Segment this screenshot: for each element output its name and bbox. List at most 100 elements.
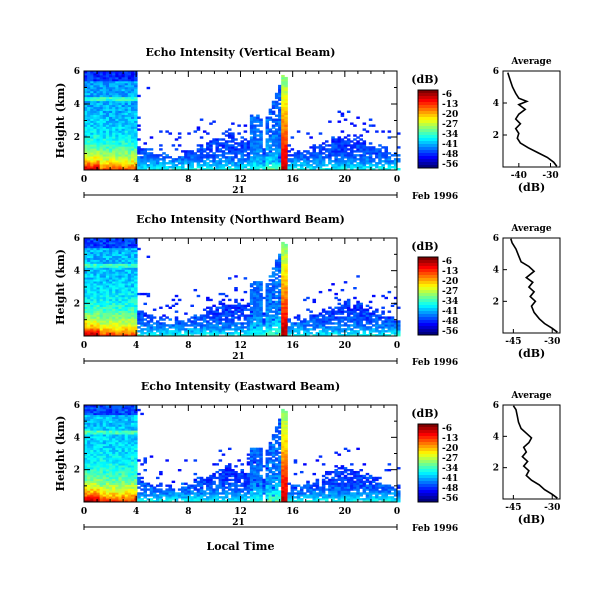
heatmap-cell <box>312 162 317 165</box>
colorbar-tick-label: -20 <box>442 277 458 287</box>
heatmap-cell <box>134 100 138 104</box>
heatmap-cell <box>397 168 401 171</box>
heatmap-cell <box>284 148 288 151</box>
heatmap-cell <box>102 290 107 294</box>
heatmap-cell <box>259 314 263 317</box>
heatmap-cell <box>356 316 360 319</box>
heatmap-cell <box>109 292 113 296</box>
heatmap-cell <box>121 296 126 300</box>
heatmap-cell <box>115 94 119 98</box>
heatmap-cell <box>184 160 188 163</box>
heatmap-cell <box>206 320 210 323</box>
average-profile-line <box>510 238 558 333</box>
heatmap-cell <box>274 306 279 309</box>
heatmap-cell <box>115 164 119 167</box>
heatmap-cell <box>199 148 204 151</box>
heatmap-cell <box>281 158 285 161</box>
heatmap-cell <box>259 160 263 163</box>
heatmap-cell <box>96 80 101 84</box>
heatmap-cell <box>105 426 110 429</box>
heatmap-cell <box>112 122 116 125</box>
heatmap-cell <box>99 100 104 104</box>
heatmap-cell <box>381 168 385 171</box>
heatmap-cell <box>102 308 107 311</box>
heatmap-cell <box>199 156 204 159</box>
heatmap-cell <box>102 88 107 92</box>
colorbar-tick-label: -34 <box>442 130 458 140</box>
chart-panel-2: Echo Intensity (Northward Beam)0 4 8 12 16 20… <box>54 213 561 368</box>
heatmap-cell <box>99 283 104 286</box>
heatmap-cell <box>177 160 182 163</box>
heatmap-cell <box>118 116 122 119</box>
heatmap-cell <box>259 294 263 298</box>
heatmap-cell <box>243 130 248 133</box>
heatmap-cell <box>121 253 126 257</box>
heatmap-cell <box>328 306 332 309</box>
heatmap-cell <box>115 486 119 489</box>
heatmap-cell <box>130 96 135 100</box>
heatmap-cell <box>325 148 329 151</box>
heatmap-cell <box>99 296 104 300</box>
heatmap-cell <box>127 114 132 117</box>
heatmap-cell <box>165 328 169 331</box>
heatmap-cell <box>212 162 216 165</box>
heatmap-cell <box>102 138 107 141</box>
heatmap-cell <box>265 132 270 135</box>
heatmap-cell <box>155 166 160 169</box>
heatmap-cell <box>96 455 101 458</box>
heatmap-cell <box>127 298 132 302</box>
heatmap-cell <box>240 324 245 327</box>
heatmap-cell <box>262 162 266 165</box>
heatmap-cell <box>155 162 160 165</box>
heatmap-cell <box>249 166 254 169</box>
heatmap-cell <box>109 472 113 476</box>
heatmap-cell <box>99 249 104 253</box>
heatmap-cell <box>105 112 110 115</box>
heatmap-cell <box>87 255 91 258</box>
heatmap-cell <box>109 449 113 452</box>
heatmap-cell <box>209 316 213 319</box>
heatmap-cell <box>284 168 288 171</box>
heatmap-cell <box>397 334 401 337</box>
heatmap-cell <box>265 148 270 151</box>
heatmap-cell <box>124 152 129 155</box>
heatmap-cell <box>281 144 285 147</box>
heatmap-cell <box>115 330 119 333</box>
heatmap-cell <box>171 332 176 335</box>
heatmap-cell <box>96 126 101 129</box>
heatmap-cell <box>124 148 129 151</box>
heatmap-cell <box>87 288 91 292</box>
heatmap-cell <box>90 478 94 482</box>
heatmap-cell <box>243 138 248 141</box>
heatmap-cell <box>112 463 116 466</box>
heatmap-cell <box>365 156 370 159</box>
heatmap-cell <box>281 118 285 121</box>
heatmap-cell <box>90 324 94 327</box>
heatmap-cell <box>118 142 122 145</box>
heatmap-cell <box>99 164 104 167</box>
heatmap-cell <box>102 298 107 302</box>
heatmap-cell <box>218 320 223 323</box>
heatmap-cell <box>215 308 219 311</box>
heatmap-cell <box>224 328 229 331</box>
heatmap-cell <box>359 164 363 167</box>
heatmap-cell <box>249 332 254 335</box>
heatmap-cell <box>124 277 129 280</box>
heatmap-cell <box>253 304 257 307</box>
heatmap-cell <box>134 243 138 247</box>
heatmap-cell <box>312 160 317 163</box>
heatmap-cell <box>102 500 107 503</box>
heatmap-cell <box>209 306 213 309</box>
heatmap-cell <box>109 457 113 460</box>
y-tick-label: 6 <box>74 234 80 244</box>
heatmap-cell <box>284 265 288 268</box>
heatmap-cell <box>99 128 104 131</box>
heatmap-cell <box>159 326 163 329</box>
heatmap-cell <box>90 100 94 104</box>
heatmap-cell <box>202 330 207 333</box>
heatmap-cell <box>265 118 270 121</box>
heatmap-cell <box>206 324 210 327</box>
heatmap-cell <box>130 238 135 241</box>
heatmap-cell <box>124 92 129 96</box>
heatmap-cell <box>271 287 276 290</box>
